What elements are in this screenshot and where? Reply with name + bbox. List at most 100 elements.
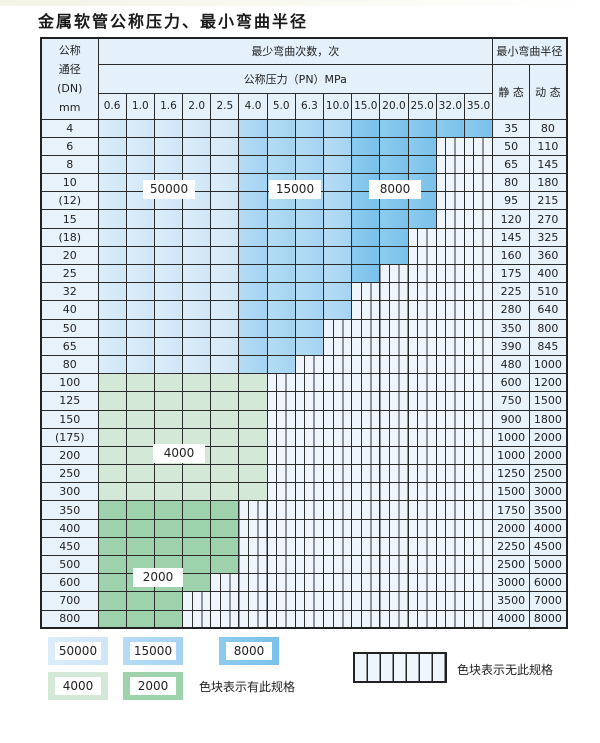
no-spec-cell <box>435 300 465 320</box>
spec-cell-4000 <box>210 373 240 393</box>
no-spec-cell <box>266 445 296 466</box>
no-spec-cell <box>294 591 325 611</box>
spec-cell-4000 <box>210 427 240 447</box>
no-spec-cell <box>238 573 268 593</box>
spec-cell-50000 <box>210 300 240 320</box>
no-spec-cell <box>294 464 325 484</box>
spec-cell-15000 <box>266 245 296 266</box>
dn-cell: 10 <box>40 173 99 193</box>
dn-cell: 20 <box>40 245 99 266</box>
dn-header-line: 公称 <box>58 43 81 57</box>
no-spec-cell <box>435 464 465 484</box>
pressure-col-header: 10.0 <box>322 92 353 120</box>
dn-cell: 150 <box>40 409 99 429</box>
dynamic-radius-cell: 1500 <box>529 391 568 411</box>
spec-cell-4000 <box>125 391 155 411</box>
spec-cell-4000 <box>125 409 155 429</box>
dynamic-radius-cell: 110 <box>529 136 568 156</box>
dynamic-radius-cell: 80 <box>529 118 568 138</box>
no-spec-cell <box>435 391 465 411</box>
table-row: 6 50 110 <box>40 136 568 156</box>
dn-cell: 600 <box>40 573 99 593</box>
no-spec-cell <box>463 136 494 156</box>
spec-cell-50000 <box>153 282 184 302</box>
no-spec-cell <box>266 536 296 557</box>
spec-cell-50000 <box>182 263 212 284</box>
spec-cell-4000 <box>153 391 184 411</box>
spec-cell-2000 <box>125 518 155 538</box>
no-spec-cell <box>407 245 437 266</box>
spec-cell-15000 <box>238 209 268 229</box>
spec-cell-50000 <box>153 154 184 175</box>
spec-cell-8000 <box>435 118 465 138</box>
dn-cell: 125 <box>40 391 99 411</box>
spec-cell-50000 <box>182 354 212 375</box>
no-spec-cell <box>463 300 494 320</box>
static-radius-cell: 480 <box>492 354 531 375</box>
no-spec-cell <box>435 573 465 593</box>
no-spec-cell <box>379 573 409 593</box>
spec-cell-50000 <box>153 245 184 266</box>
legend-label: 4000 <box>55 677 101 695</box>
no-spec-cell <box>351 482 381 502</box>
spec-cell-50000 <box>125 227 155 247</box>
no-spec-cell <box>322 536 353 557</box>
no-spec-cell <box>266 482 296 502</box>
no-spec-cell <box>294 373 325 393</box>
spec-cell-15000 <box>266 354 296 375</box>
legend-4000: 4000 <box>48 672 108 700</box>
no-spec-cell <box>294 427 325 447</box>
no-spec-cell <box>266 609 296 629</box>
no-spec-cell <box>266 500 296 520</box>
spec-cell-15000 <box>294 227 325 247</box>
no-spec-cell <box>322 609 353 629</box>
spec-cell-15000 <box>266 300 296 320</box>
dynamic-radius-cell: 325 <box>529 227 568 247</box>
top-band <box>0 0 600 6</box>
spec-cell-50000 <box>210 354 240 375</box>
static-radius-cell: 4000 <box>492 609 531 629</box>
no-spec-cell <box>351 391 381 411</box>
legend-has-spec-text: 色块表示有此规格 <box>199 680 296 694</box>
spec-cell-8000 <box>379 227 409 247</box>
spec-cell-4000 <box>97 391 127 411</box>
dn-cell: 6 <box>40 136 99 156</box>
no-spec-cell <box>351 336 381 356</box>
table-row: 20 160 360 <box>40 245 568 266</box>
spec-cell-4000 <box>210 391 240 411</box>
spec-cell-4000 <box>238 391 268 411</box>
table-row: 80 480 1000 <box>40 354 568 375</box>
no-spec-cell <box>351 427 381 447</box>
spec-cell-50000 <box>182 300 212 320</box>
legend-8000: 8000 <box>219 637 279 665</box>
spec-cell-50000 <box>182 136 212 156</box>
legend-hatch-swatch <box>353 652 447 683</box>
spec-cell-50000 <box>210 154 240 175</box>
spec-cell-2000 <box>153 591 184 611</box>
no-spec-cell <box>266 464 296 484</box>
pressure-col-header: 15.0 <box>351 92 381 120</box>
spec-cell-8000 <box>351 245 381 266</box>
table-row: 200 1000 2000 <box>40 445 568 466</box>
no-spec-cell <box>210 591 240 611</box>
spec-cell-4000 <box>238 464 268 484</box>
spec-cell-50000 <box>125 154 155 175</box>
no-spec-cell <box>435 373 465 393</box>
dn-cell: 80 <box>40 354 99 375</box>
spec-cell-50000 <box>125 300 155 320</box>
spec-cell-15000 <box>322 300 353 320</box>
no-spec-cell <box>266 554 296 575</box>
dynamic-radius-cell: 4500 <box>529 536 568 557</box>
spec-cell-2000 <box>97 536 127 557</box>
static-radius-cell: 1750 <box>492 500 531 520</box>
pressure-header: 公称压力（PN）MPa <box>97 63 494 94</box>
static-radius-cell: 225 <box>492 282 531 302</box>
pressure-col-header: 0.6 <box>97 92 127 120</box>
no-spec-cell <box>322 518 353 538</box>
no-spec-cell <box>463 482 494 502</box>
no-spec-cell <box>351 500 381 520</box>
no-spec-cell <box>294 409 325 429</box>
no-spec-cell <box>322 373 353 393</box>
dn-cell: 100 <box>40 373 99 393</box>
legend-label: 8000 <box>226 642 272 660</box>
